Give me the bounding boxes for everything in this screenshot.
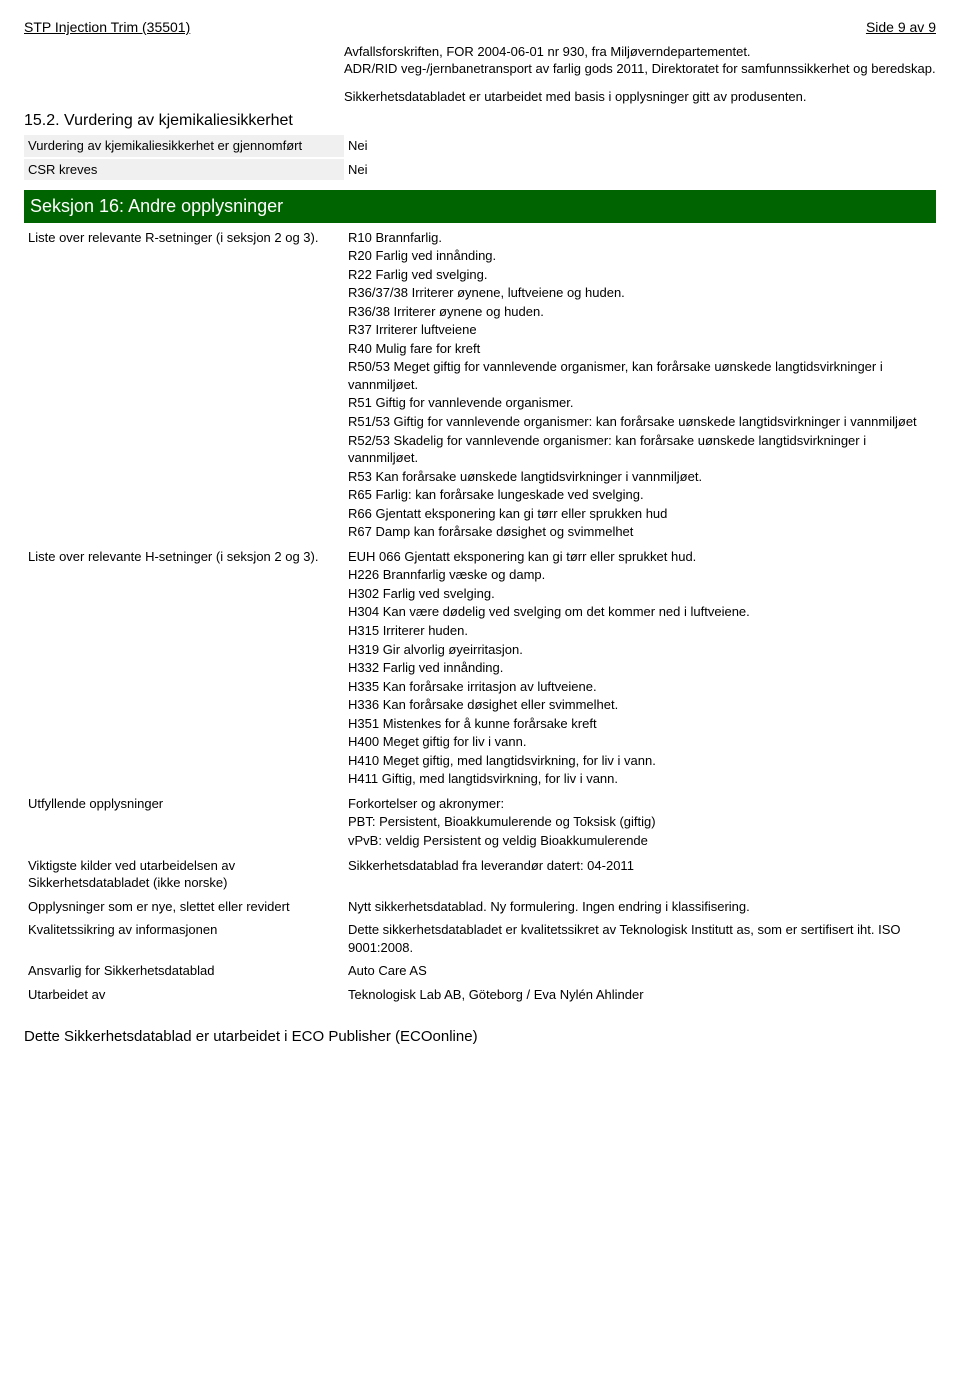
info-value: Sikkerhetsdatablad fra leverandør datert… — [344, 855, 936, 877]
basis-block: Sikkerhetsdatabladet er utarbeidet med b… — [344, 88, 936, 106]
utf-line: vPvB: veldig Persistent og veldig Bioakk… — [348, 832, 932, 850]
r-line: R36/38 Irriterer øynene og huden. — [348, 303, 932, 321]
kv-row: CSR kreves Nei — [24, 159, 936, 181]
footer-text: Dette Sikkerhetsdatablad er utarbeidet i… — [24, 1027, 936, 1047]
info-value: Auto Care AS — [344, 960, 936, 982]
r-line: R67 Damp kan forårsake døsighet og svimm… — [348, 523, 932, 541]
section-152-title: 15.2. Vurdering av kjemikaliesikkerhet — [24, 110, 936, 132]
info-label: Opplysninger som er nye, slettet eller r… — [24, 896, 344, 918]
info-value: Teknologisk Lab AB, Göteborg / Eva Nylén… — [344, 984, 936, 1006]
h-label: Liste over relevante H-setninger (i seks… — [24, 546, 344, 568]
h-statements-row: Liste over relevante H-setninger (i seks… — [24, 546, 936, 791]
h-line: H319 Gir alvorlig øyeirritasjon. — [348, 641, 932, 659]
r-line: R22 Farlig ved svelging. — [348, 266, 932, 284]
h-line: H315 Irriterer huden. — [348, 622, 932, 640]
info-row: Kvalitetssikring av informasjonen Dette … — [24, 919, 936, 958]
r-line: R37 Irriterer luftveiene — [348, 321, 932, 339]
info-label: Kvalitetssikring av informasjonen — [24, 919, 344, 941]
r-line: R36/37/38 Irriterer øynene, luftveiene o… — [348, 284, 932, 302]
h-line: H304 Kan være dødelig ved svelging om de… — [348, 603, 932, 621]
utf-label: Utfyllende opplysninger — [24, 793, 344, 815]
basis-text: Sikkerhetsdatabladet er utarbeidet med b… — [344, 88, 936, 106]
h-line: EUH 066 Gjentatt eksponering kan gi tørr… — [348, 548, 932, 566]
info-row: Ansvarlig for Sikkerhetsdatablad Auto Ca… — [24, 960, 936, 982]
r-line: R52/53 Skadelig for vannlevende organism… — [348, 432, 932, 467]
h-line: H335 Kan forårsake irritasjon av luftvei… — [348, 678, 932, 696]
doc-title: STP Injection Trim (35501) — [24, 18, 190, 37]
info-row: Utarbeidet av Teknologisk Lab AB, Götebo… — [24, 984, 936, 1006]
r-line: R66 Gjentatt eksponering kan gi tørr ell… — [348, 505, 932, 523]
utf-row: Utfyllende opplysninger Forkortelser og … — [24, 793, 936, 853]
kv-label: CSR kreves — [24, 159, 344, 181]
utf-line: PBT: Persistent, Bioakkumulerende og Tok… — [348, 813, 932, 831]
r-line: R65 Farlig: kan forårsake lungeskade ved… — [348, 486, 932, 504]
info-label: Ansvarlig for Sikkerhetsdatablad — [24, 960, 344, 982]
utf-values: Forkortelser og akronymer: PBT: Persiste… — [344, 793, 936, 853]
h-line: H336 Kan forårsake døsighet eller svimme… — [348, 696, 932, 714]
r-label: Liste over relevante R-setninger (i seks… — [24, 227, 344, 249]
h-line: H411 Giftig, med langtidsvirkning, for l… — [348, 770, 932, 788]
h-values: EUH 066 Gjentatt eksponering kan gi tørr… — [344, 546, 936, 791]
ref-line: ADR/RID veg-/jernbanetransport av farlig… — [344, 60, 936, 78]
kv-value: Nei — [344, 135, 936, 157]
r-values: R10 Brannfarlig. R20 Farlig ved innåndin… — [344, 227, 936, 544]
r-line: R40 Mulig fare for kreft — [348, 340, 932, 358]
h-line: H400 Meget giftig for liv i vann. — [348, 733, 932, 751]
ref-line: Avfallsforskriften, FOR 2004-06-01 nr 93… — [344, 43, 936, 61]
info-label: Utarbeidet av — [24, 984, 344, 1006]
reference-block: Avfallsforskriften, FOR 2004-06-01 nr 93… — [344, 43, 936, 78]
kv-label: Vurdering av kjemikaliesikkerhet er gjen… — [24, 135, 344, 157]
h-line: H332 Farlig ved innånding. — [348, 659, 932, 677]
h-line: H351 Mistenkes for å kunne forårsake kre… — [348, 715, 932, 733]
h-line: H410 Meget giftig, med langtidsvirkning,… — [348, 752, 932, 770]
page-number: Side 9 av 9 — [866, 18, 936, 37]
section-16-title: Seksjon 16: Andre opplysninger — [24, 190, 936, 222]
h-line: H226 Brannfarlig væske og damp. — [348, 566, 932, 584]
r-statements-row: Liste over relevante R-setninger (i seks… — [24, 227, 936, 544]
r-line: R51/53 Giftig for vannlevende organismer… — [348, 413, 932, 431]
page-header: STP Injection Trim (35501) Side 9 av 9 — [24, 18, 936, 37]
r-line: R51 Giftig for vannlevende organismer. — [348, 394, 932, 412]
h-line: H302 Farlig ved svelging. — [348, 585, 932, 603]
utf-line: Forkortelser og akronymer: — [348, 795, 932, 813]
r-line: R10 Brannfarlig. — [348, 229, 932, 247]
kv-row: Vurdering av kjemikaliesikkerhet er gjen… — [24, 135, 936, 157]
r-line: R53 Kan forårsake uønskede langtidsvirkn… — [348, 468, 932, 486]
info-row: Opplysninger som er nye, slettet eller r… — [24, 896, 936, 918]
kv-value: Nei — [344, 159, 936, 181]
info-value: Nytt sikkerhetsdatablad. Ny formulering.… — [344, 896, 936, 918]
info-label: Viktigste kilder ved utarbeidelsen av Si… — [24, 855, 344, 894]
r-line: R20 Farlig ved innånding. — [348, 247, 932, 265]
r-line: R50/53 Meget giftig for vannlevende orga… — [348, 358, 932, 393]
info-row: Viktigste kilder ved utarbeidelsen av Si… — [24, 855, 936, 894]
info-value: Dette sikkerhetsdatabladet er kvalitetss… — [344, 919, 936, 958]
